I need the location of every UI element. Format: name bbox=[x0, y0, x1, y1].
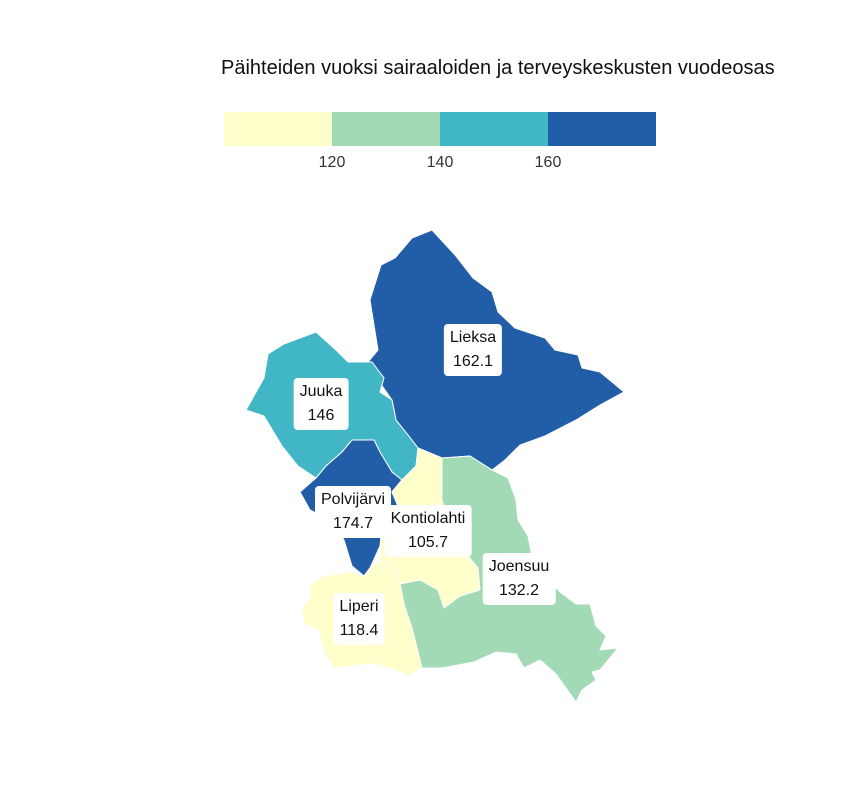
legend-tick-120: 120 bbox=[318, 154, 346, 171]
region-name-juuka: Juuka bbox=[299, 383, 343, 400]
region-name-joensuu: Joensuu bbox=[488, 558, 550, 575]
region-name-polvijarvi: Polvijärvi bbox=[320, 491, 386, 508]
label-joensuu: Joensuu 132.2 bbox=[482, 553, 556, 605]
label-kontiolahti: Kontiolahti 105.7 bbox=[384, 505, 472, 557]
legend-swatch-3 bbox=[440, 112, 548, 146]
label-polvijarvi: Polvijärvi 174.7 bbox=[314, 486, 392, 538]
legend-swatch-1 bbox=[224, 112, 332, 146]
legend-tick-160: 160 bbox=[534, 154, 562, 171]
legend-swatch-4 bbox=[548, 112, 656, 146]
region-value-liperi: 118.4 bbox=[339, 622, 379, 639]
color-legend bbox=[224, 112, 656, 146]
region-name-kontiolahti: Kontiolahti bbox=[390, 510, 466, 527]
region-value-joensuu: 132.2 bbox=[498, 582, 540, 599]
label-juuka: Juuka 146 bbox=[293, 378, 349, 430]
map-title: Päihteiden vuoksi sairaaloiden ja tervey… bbox=[221, 57, 775, 79]
region-name-lieksa: Lieksa bbox=[449, 329, 497, 346]
region-value-polvijarvi: 174.7 bbox=[332, 515, 374, 532]
region-value-kontiolahti: 105.7 bbox=[407, 534, 449, 551]
legend-swatch-2 bbox=[332, 112, 440, 146]
region-value-lieksa: 162.1 bbox=[452, 353, 494, 370]
region-value-juuka: 146 bbox=[307, 407, 335, 424]
label-liperi: Liperi 118.4 bbox=[333, 593, 385, 645]
region-name-liperi: Liperi bbox=[339, 598, 379, 615]
label-lieksa: Lieksa 162.1 bbox=[443, 324, 503, 376]
legend-tick-140: 140 bbox=[426, 154, 454, 171]
